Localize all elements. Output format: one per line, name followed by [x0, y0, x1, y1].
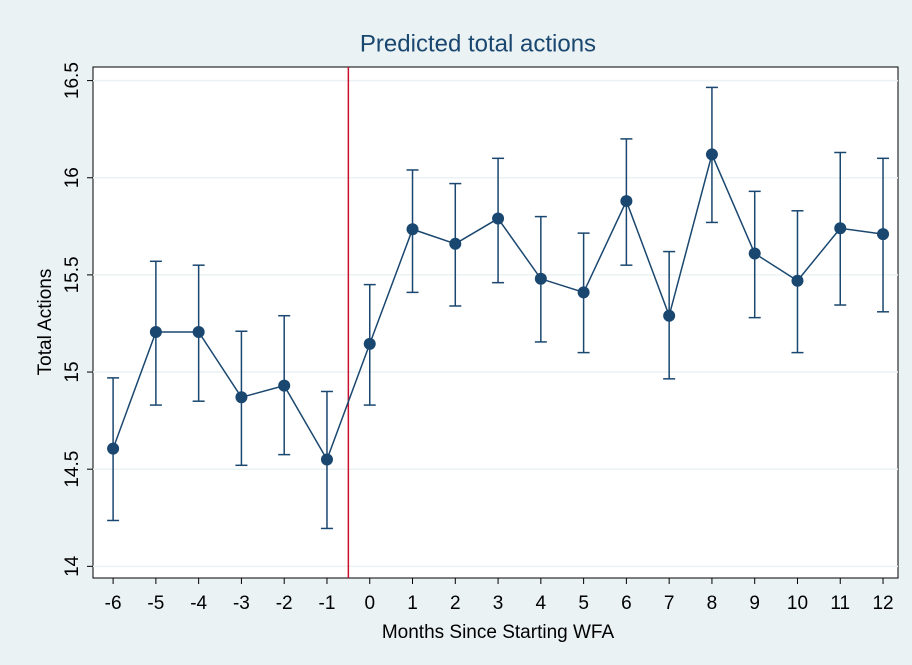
data-point: [107, 442, 120, 455]
data-point: [834, 222, 847, 235]
data-point: [705, 148, 718, 161]
data-point: [534, 272, 547, 285]
data-point: [620, 195, 633, 208]
data-point: [577, 286, 590, 299]
x-tick-label: 8: [707, 593, 718, 614]
y-tick-label: 16.5: [62, 62, 83, 99]
data-point: [235, 391, 248, 404]
y-tick-label: 16: [62, 167, 83, 188]
data-point: [791, 274, 804, 287]
data-point: [663, 309, 676, 322]
data-point: [149, 326, 162, 339]
data-point: [406, 223, 419, 236]
x-tick-label: -5: [147, 593, 164, 614]
x-tick-label: 10: [787, 593, 808, 614]
x-tick-label: -3: [233, 593, 250, 614]
data-point: [278, 379, 291, 392]
x-tick-label: 11: [830, 593, 850, 614]
y-tick-label: 15: [62, 361, 83, 382]
data-point: [192, 326, 205, 339]
plot-area: [92, 66, 899, 579]
x-tick-label: 12: [872, 593, 893, 614]
x-tick-label: 2: [450, 593, 461, 614]
x-tick-label: 4: [536, 593, 547, 614]
x-tick-label: 6: [621, 593, 632, 614]
y-tick-label: 15.5: [62, 256, 83, 293]
x-tick-label: -6: [105, 593, 122, 614]
y-axis-label: Total Actions: [35, 269, 56, 376]
x-tick-label: 0: [364, 593, 375, 614]
x-tick-label: -1: [319, 593, 336, 614]
data-point: [449, 237, 462, 250]
data-point: [320, 453, 333, 466]
data-point: [748, 247, 761, 260]
y-tick-label: 14.5: [62, 451, 83, 488]
data-point: [492, 212, 505, 225]
x-tick-label: -4: [190, 593, 207, 614]
data-point: [877, 228, 890, 241]
x-tick-label: 1: [407, 593, 418, 614]
chart-title: Predicted total actions: [360, 30, 596, 57]
x-tick-label: 9: [749, 593, 760, 614]
x-axis-label: Months Since Starting WFA: [382, 622, 615, 643]
data-point: [363, 337, 376, 350]
x-tick-label: 3: [493, 593, 504, 614]
x-tick-label: 7: [664, 593, 675, 614]
y-tick-label: 14: [62, 555, 83, 577]
x-tick-label: -2: [276, 593, 293, 614]
x-tick-label: 5: [578, 593, 589, 614]
